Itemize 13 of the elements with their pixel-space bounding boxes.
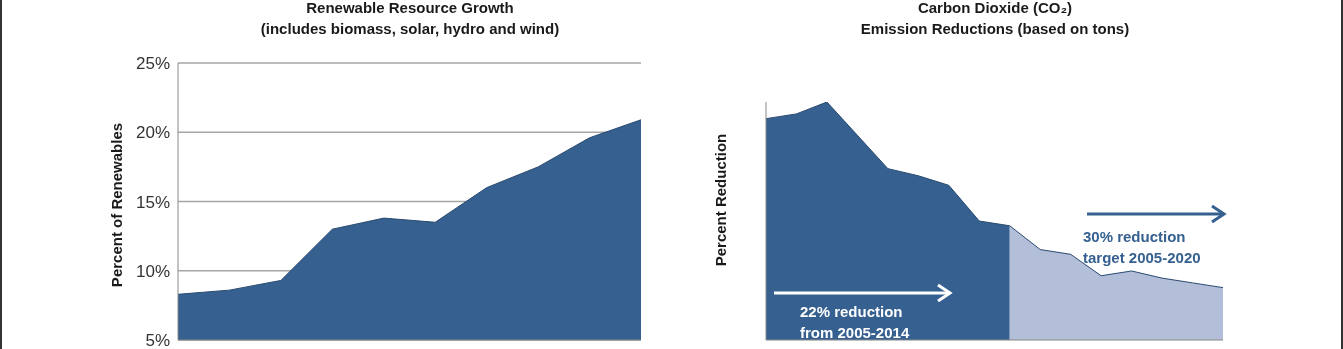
chart-title: Renewable Resource Growth [305, 0, 515, 18]
chart-title: Carbon Dioxide (CO₂) [916, 0, 1074, 18]
annotation: 30% reduction target 2005-2020 [1083, 227, 1202, 268]
chart-subtitle: Emission Reductions (based on tons) [859, 19, 1131, 39]
annotation: 22% reduction from 2005-2014 [800, 302, 911, 343]
y-axis-title: Percent Reduction [712, 132, 730, 269]
y-tick-label: 20% [135, 123, 170, 143]
y-axis-title: Percent of Renewables [108, 121, 126, 290]
y-tick-label: 10% [135, 261, 170, 281]
y-tick-label: 25% [135, 54, 170, 74]
chart-subtitle: (includes biomass, solar, hydro and wind) [259, 19, 561, 39]
y-tick-label: 5% [145, 331, 170, 349]
y-tick-label: 15% [135, 192, 170, 212]
